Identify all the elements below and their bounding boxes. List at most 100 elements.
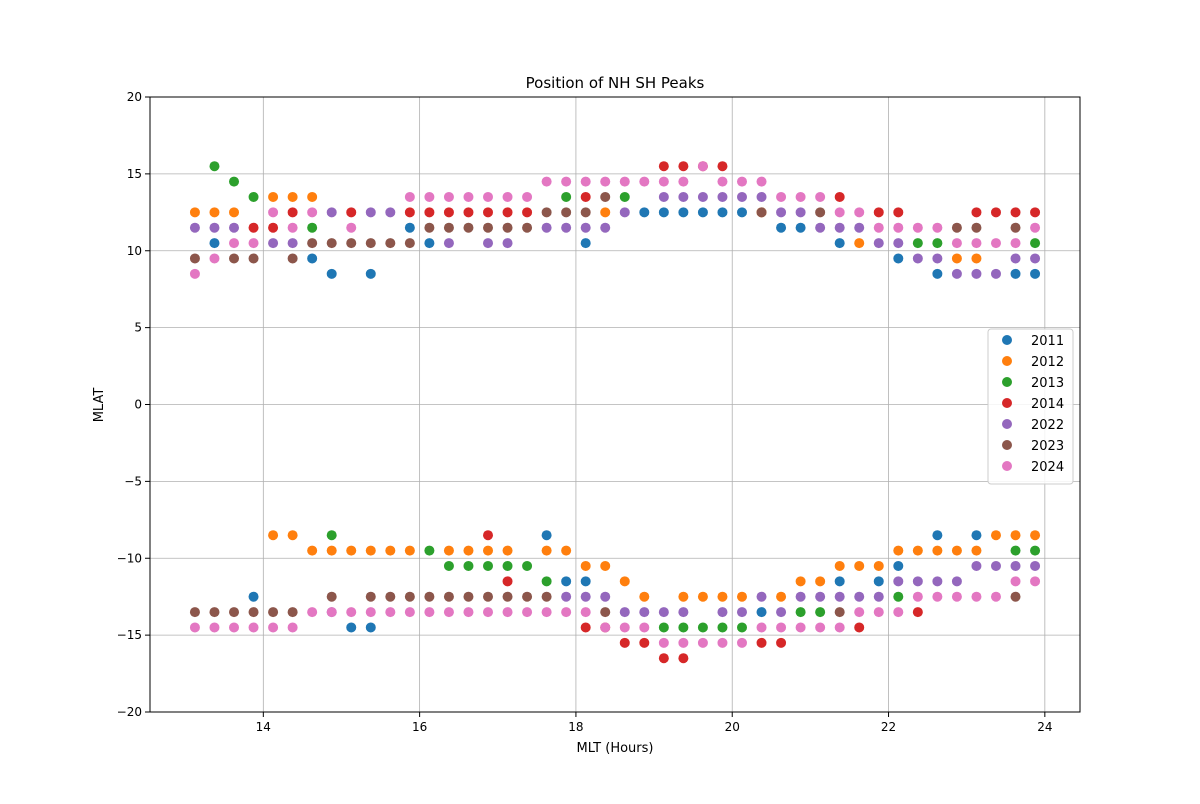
series-2023 <box>189 191 1021 618</box>
data-point <box>1010 222 1021 233</box>
data-point <box>932 591 943 602</box>
data-point <box>736 207 747 218</box>
data-point <box>912 238 923 249</box>
data-point <box>971 545 982 556</box>
data-point <box>1010 268 1021 279</box>
data-point <box>1030 207 1041 218</box>
data-point <box>1030 545 1041 556</box>
data-point <box>854 207 865 218</box>
data-point <box>736 176 747 187</box>
data-point <box>443 560 454 571</box>
data-point <box>776 607 787 618</box>
data-point <box>990 268 1001 279</box>
data-point <box>326 591 337 602</box>
data-point <box>483 607 494 618</box>
data-point <box>795 191 806 202</box>
data-point <box>1030 253 1041 264</box>
data-point <box>678 176 689 187</box>
data-point <box>561 207 572 218</box>
data-point <box>1030 530 1041 541</box>
data-point <box>600 591 611 602</box>
data-point <box>385 238 396 249</box>
data-point <box>951 238 962 249</box>
data-point <box>385 207 396 218</box>
data-point <box>639 591 650 602</box>
data-point <box>580 622 591 633</box>
data-point <box>971 207 982 218</box>
data-point <box>541 545 552 556</box>
data-point <box>268 530 279 541</box>
data-point <box>1010 591 1021 602</box>
data-point <box>385 591 396 602</box>
data-point <box>912 253 923 264</box>
data-point <box>561 222 572 233</box>
data-point <box>932 576 943 587</box>
legend-entry: 2013 <box>1002 376 1064 391</box>
data-point <box>502 238 513 249</box>
data-point <box>483 560 494 571</box>
data-point <box>502 560 513 571</box>
data-point <box>678 653 689 664</box>
data-point <box>268 238 279 249</box>
data-point <box>795 576 806 587</box>
legend-label: 2011 <box>1031 334 1064 349</box>
data-point <box>189 622 200 633</box>
data-point <box>619 176 630 187</box>
legend-label: 2013 <box>1031 376 1064 391</box>
x-tick-label: 14 <box>256 720 271 734</box>
legend-marker <box>1002 377 1012 387</box>
data-point <box>229 238 240 249</box>
legend-label: 2024 <box>1031 460 1064 475</box>
data-point <box>951 591 962 602</box>
data-point <box>619 576 630 587</box>
data-point <box>502 207 513 218</box>
data-point <box>990 238 1001 249</box>
data-point <box>1010 560 1021 571</box>
data-point <box>815 591 826 602</box>
legend-entry: 2024 <box>1002 460 1064 475</box>
data-point <box>932 238 943 249</box>
data-point <box>815 191 826 202</box>
data-point <box>600 560 611 571</box>
data-point <box>951 253 962 264</box>
data-point <box>229 222 240 233</box>
data-point <box>541 591 552 602</box>
data-point <box>483 191 494 202</box>
data-point <box>854 591 865 602</box>
data-point <box>658 161 669 172</box>
data-point <box>248 591 259 602</box>
data-point <box>834 576 845 587</box>
data-point <box>189 607 200 618</box>
data-point <box>307 207 318 218</box>
data-point <box>424 238 435 249</box>
data-point <box>541 222 552 233</box>
data-point <box>932 530 943 541</box>
data-point <box>971 253 982 264</box>
data-point <box>873 222 884 233</box>
data-point <box>561 576 572 587</box>
data-point <box>736 191 747 202</box>
data-point <box>951 268 962 279</box>
data-point <box>736 622 747 633</box>
data-point <box>287 253 298 264</box>
data-point <box>619 607 630 618</box>
data-point <box>932 268 943 279</box>
data-point <box>189 207 200 218</box>
data-point <box>385 545 396 556</box>
data-point <box>697 591 708 602</box>
data-point <box>404 591 415 602</box>
data-point <box>326 607 337 618</box>
x-axis-ticks: 14 16 18 20 22 24 <box>256 712 1052 734</box>
x-tick-label: 20 <box>725 720 740 734</box>
data-point <box>561 591 572 602</box>
data-point <box>287 191 298 202</box>
data-point <box>639 622 650 633</box>
data-point <box>248 253 259 264</box>
data-point <box>541 176 552 187</box>
data-point <box>463 222 474 233</box>
data-point <box>834 191 845 202</box>
data-point <box>483 545 494 556</box>
data-point <box>580 176 591 187</box>
data-point <box>658 207 669 218</box>
y-tick-label: 15 <box>127 167 142 181</box>
